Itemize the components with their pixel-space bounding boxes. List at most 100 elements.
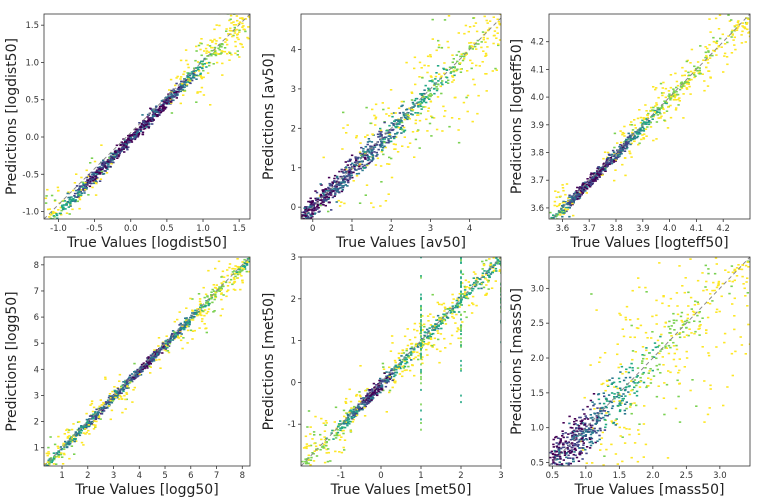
density-point xyxy=(402,126,406,129)
density-point xyxy=(163,99,166,101)
density-point xyxy=(645,117,648,120)
density-point xyxy=(404,117,408,119)
density-point xyxy=(229,278,233,281)
density-point xyxy=(150,360,154,363)
density-point xyxy=(349,158,352,161)
density-point xyxy=(339,420,342,422)
density-point xyxy=(498,263,501,265)
density-point xyxy=(183,70,186,73)
density-point xyxy=(241,6,243,8)
density-point xyxy=(348,411,351,414)
density-point xyxy=(314,190,317,192)
density-point xyxy=(104,376,107,379)
density-point xyxy=(492,270,496,272)
density-point xyxy=(305,206,308,208)
density-point xyxy=(594,172,598,175)
density-point xyxy=(346,413,349,416)
density-point xyxy=(65,429,68,431)
density-point xyxy=(68,435,71,437)
density-point xyxy=(371,108,374,111)
density-point xyxy=(186,72,189,74)
density-point xyxy=(319,202,323,205)
density-point xyxy=(304,212,307,215)
density-point xyxy=(373,389,376,391)
density-point xyxy=(148,119,152,121)
density-point xyxy=(345,422,348,424)
density-points-1 xyxy=(44,6,250,219)
density-point xyxy=(676,93,680,96)
density-point xyxy=(456,327,460,329)
density-point xyxy=(392,123,395,125)
density-point xyxy=(580,188,583,191)
density-point xyxy=(435,49,438,52)
density-point xyxy=(116,391,119,394)
density-point xyxy=(383,138,386,140)
density-point xyxy=(335,185,338,188)
density-point xyxy=(367,402,370,405)
density-point xyxy=(407,354,410,357)
density-point xyxy=(565,206,568,209)
density-point xyxy=(84,182,87,184)
x-tick-label: 3.6 xyxy=(556,224,570,234)
density-point xyxy=(741,30,744,33)
density-point xyxy=(238,56,241,58)
density-point xyxy=(238,273,242,275)
density-point xyxy=(189,77,193,80)
density-point xyxy=(347,160,350,163)
density-point xyxy=(125,398,128,401)
density-point xyxy=(168,339,171,341)
density-point xyxy=(200,304,203,306)
density-point xyxy=(655,104,658,106)
density-point xyxy=(314,415,317,418)
density-point xyxy=(53,455,56,458)
density-point xyxy=(320,184,323,186)
density-point xyxy=(126,380,129,383)
density-point xyxy=(423,89,426,91)
y-tick-label: 3 xyxy=(291,85,296,95)
density-point xyxy=(367,162,370,165)
density-point xyxy=(168,97,172,100)
density-point xyxy=(186,325,189,328)
density-point xyxy=(218,37,222,39)
density-point xyxy=(428,122,432,125)
density-point xyxy=(309,444,313,447)
density-point xyxy=(56,186,60,189)
density-point xyxy=(388,378,391,380)
density-point xyxy=(51,460,54,462)
density-point xyxy=(471,289,474,292)
density-point xyxy=(338,434,341,437)
density-point xyxy=(340,175,343,178)
x-tick-label: 2 xyxy=(388,224,393,234)
density-point xyxy=(170,336,173,338)
density-point xyxy=(320,417,323,420)
density-point xyxy=(429,337,433,339)
density-point xyxy=(143,125,146,127)
density-point xyxy=(179,90,182,93)
density-point xyxy=(77,428,81,431)
density-point xyxy=(69,204,72,206)
density-point xyxy=(372,206,375,209)
density-point xyxy=(71,438,74,441)
density-point xyxy=(344,402,348,404)
density-point xyxy=(588,180,591,182)
density-point xyxy=(87,180,90,182)
density-point xyxy=(471,120,474,123)
density-point xyxy=(471,62,474,64)
density-point xyxy=(439,333,443,335)
density-point xyxy=(176,331,179,334)
density-point xyxy=(352,414,355,417)
density-point xyxy=(241,17,244,19)
density-point xyxy=(440,92,443,95)
density-point xyxy=(741,22,745,24)
density-point xyxy=(94,415,98,418)
density-point xyxy=(361,403,364,405)
density-point xyxy=(232,30,236,32)
density-point xyxy=(395,371,398,374)
density-point xyxy=(736,21,740,23)
density-point xyxy=(196,314,199,317)
density-point xyxy=(561,209,564,212)
density-point xyxy=(234,275,237,278)
density-point xyxy=(99,173,102,175)
density-point xyxy=(655,110,658,113)
density-point xyxy=(49,457,53,459)
